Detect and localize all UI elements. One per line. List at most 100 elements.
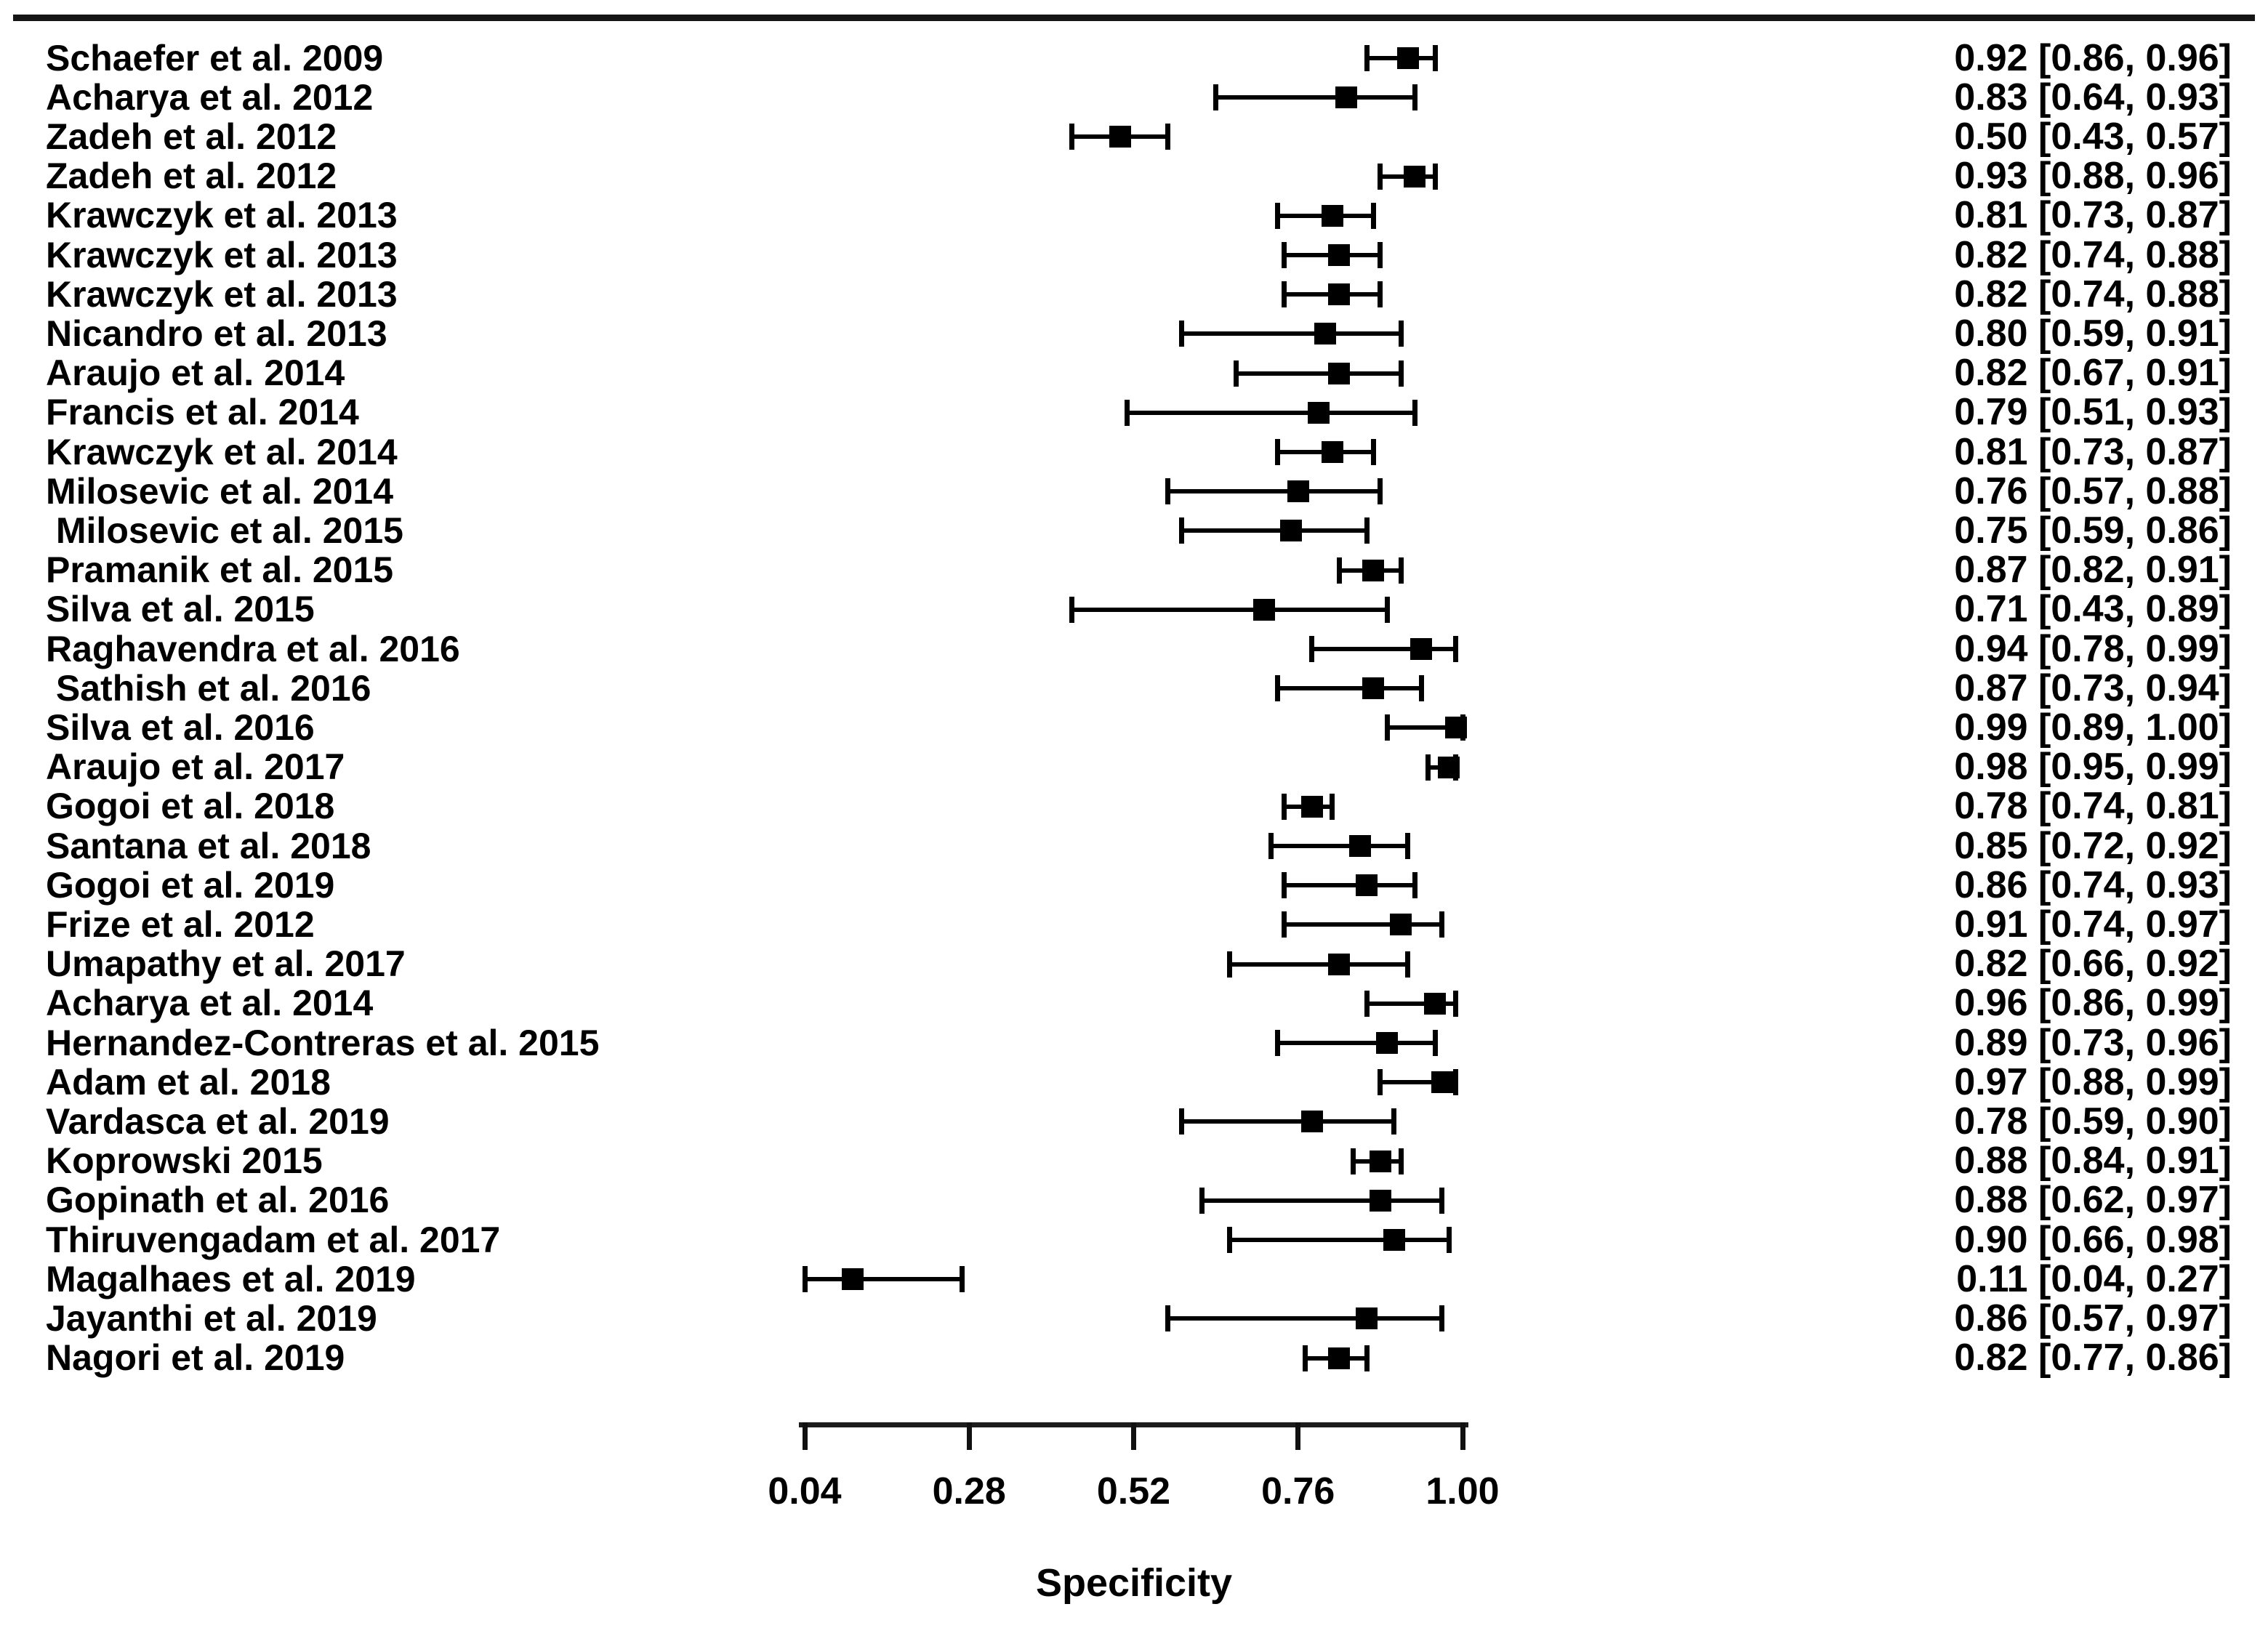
estimate-ci-value: 0.11 [0.04, 0.27] [1956,1257,2232,1300]
estimate-ci-value: 0.81 [0.73, 0.87] [1954,194,2232,237]
estimate-ci-value: 0.81 [0.73, 0.87] [1954,430,2232,473]
study-label: Raghavendra et al. 2016 [46,628,460,669]
ci-whisker [1181,331,1402,337]
ci-whisker [1229,962,1408,967]
ci-whisker [1229,1238,1449,1242]
estimate-ci-value: 0.85 [0.72, 0.92] [1954,824,2232,867]
estimate-ci-value: 0.83 [0.64, 0.93] [1954,76,2232,118]
ci-cap-high [1364,517,1370,544]
estimate-ci-value: 0.71 [0.43, 0.89] [1954,588,2232,631]
study-label: Sathish et al. 2016 [46,667,371,709]
ci-cap-high [1405,951,1411,978]
ci-whisker [805,1277,962,1282]
estimate-ci-value: 0.78 [0.59, 0.90] [1954,1100,2232,1143]
ci-cap-low [1378,163,1383,190]
study-label: Santana et al. 2018 [46,825,371,866]
ci-cap-high [1165,124,1171,150]
ci-cap-low [1378,1069,1383,1096]
ci-whisker [1181,1119,1394,1124]
estimate-marker [1444,717,1467,739]
ci-cap-low [1282,911,1287,938]
estimate-ci-value: 0.94 [0.78, 0.99] [1954,627,2232,670]
x-axis-tick [802,1422,808,1450]
estimate-ci-value: 0.97 [0.88, 0.99] [1954,1060,2232,1103]
ci-cap-low [1350,1148,1356,1174]
ci-cap-high [1432,163,1438,190]
ci-cap-high [1432,45,1438,71]
estimate-marker [1369,1189,1391,1212]
study-label: Milosevic et al. 2014 [46,470,394,512]
ci-cap-low [1178,517,1184,544]
study-label: Gopinath et al. 2016 [46,1180,390,1221]
study-label: Jayanthi et al. 2019 [46,1297,377,1339]
study-label: Schaefer et al. 2009 [46,37,384,78]
ci-whisker [1387,725,1463,730]
ci-cap-high [1439,1187,1445,1214]
ci-whisker [1127,410,1415,415]
estimate-marker [1321,204,1343,227]
ci-whisker [1167,489,1380,494]
study-label: Araujo et al. 2014 [46,352,345,394]
estimate-marker [1383,1229,1405,1251]
ci-whisker [1284,883,1415,888]
x-axis-tick [966,1422,972,1450]
estimate-marker [1300,795,1323,818]
estimate-ci-value: 0.91 [0.74, 0.97] [1954,903,2232,946]
study-label: Umapathy et al. 2017 [46,943,406,985]
estimate-ci-value: 0.93 [0.88, 0.96] [1954,155,2232,198]
estimate-marker [1252,598,1275,621]
estimate-ci-value: 0.76 [0.57, 0.88] [1954,470,2232,512]
ci-cap-high [1378,242,1383,268]
estimate-ci-value: 0.82 [0.67, 0.91] [1954,352,2232,395]
study-label: Magalhaes et al. 2019 [46,1258,416,1299]
estimate-marker [1308,401,1330,424]
ci-cap-low [1178,1108,1184,1135]
study-label: Francis et al. 2014 [46,392,359,433]
study-label: Krawczyk et al. 2013 [46,234,398,275]
study-label: Pramanik et al. 2015 [46,549,394,591]
estimate-marker [1348,835,1371,857]
study-label: Krawczyk et al. 2013 [46,273,398,315]
estimate-marker [1109,126,1131,148]
estimate-ci-value: 0.80 [0.59, 0.91] [1954,312,2232,355]
estimate-marker [1404,165,1425,188]
estimate-marker [1424,992,1447,1015]
estimate-ci-value: 0.82 [0.74, 0.88] [1954,273,2232,315]
ci-whisker [1284,922,1442,927]
study-label: Adam et al. 2018 [46,1061,331,1103]
study-label: Gogoi et al. 2019 [46,864,335,906]
ci-cap-low [1274,675,1280,702]
study-label: Vardasca et al. 2019 [46,1100,390,1142]
study-label: Thiruvengadam et al. 2017 [46,1219,501,1260]
estimate-marker [841,1268,864,1291]
estimate-marker [1328,1347,1351,1369]
study-label: Koprowski 2015 [46,1140,323,1182]
x-axis-tick [1460,1422,1465,1450]
estimate-marker [1396,47,1419,69]
estimate-ci-value: 0.82 [0.77, 0.86] [1954,1337,2232,1379]
estimate-ci-value: 0.82 [0.74, 0.88] [1954,233,2232,276]
estimate-ci-value: 0.86 [0.57, 0.97] [1954,1297,2232,1339]
ci-cap-low [1268,833,1274,859]
estimate-ci-value: 0.88 [0.62, 0.97] [1954,1179,2232,1222]
ci-cap-high [1391,1108,1397,1135]
ci-cap-low [1199,1187,1205,1214]
ci-cap-low [1364,45,1370,71]
ci-whisker [1277,686,1422,691]
ci-cap-high [1364,1345,1370,1371]
x-axis-tick-label: 0.28 [932,1470,1006,1512]
estimate-ci-value: 0.50 [0.43, 0.57] [1954,115,2232,158]
ci-cap-high [1384,596,1390,623]
ci-cap-high [1370,439,1376,465]
estimate-ci-value: 0.79 [0.51, 0.93] [1954,391,2232,434]
estimate-ci-value: 0.99 [0.89, 1.00] [1954,706,2232,749]
estimate-ci-value: 0.88 [0.84, 0.91] [1954,1140,2232,1182]
estimate-ci-value: 0.82 [0.66, 0.92] [1954,943,2232,986]
study-label: Silva et al. 2015 [46,589,315,630]
ci-cap-low [1282,793,1287,820]
ci-cap-low [1165,478,1171,505]
estimate-ci-value: 0.87 [0.73, 0.94] [1954,666,2232,709]
estimate-marker [1328,244,1351,266]
ci-whisker [1202,1198,1442,1203]
